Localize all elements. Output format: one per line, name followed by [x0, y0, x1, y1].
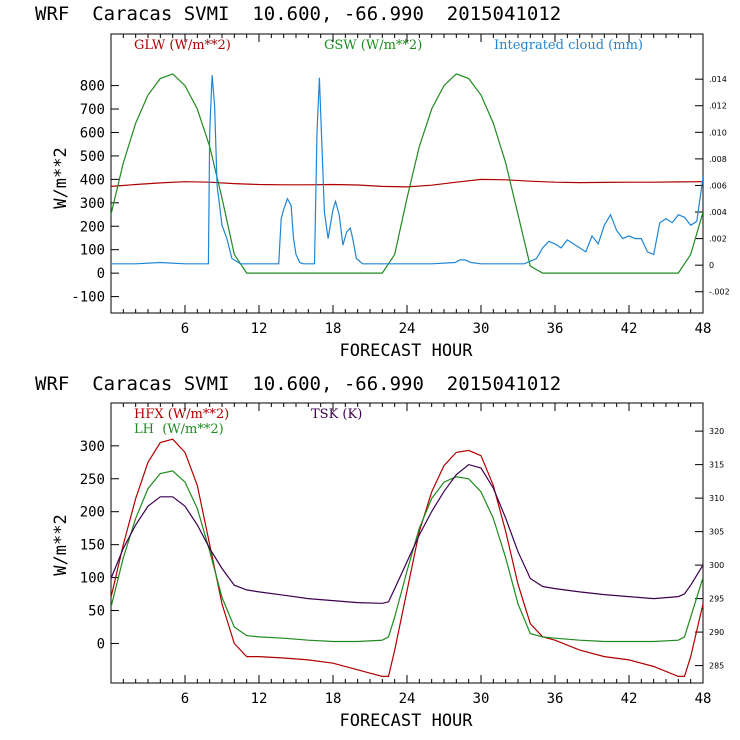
chart-2-x-axis-label: FORECAST HOUR: [339, 711, 473, 731]
x-tick-label: 36: [547, 321, 564, 337]
y-tick-label: 800: [80, 79, 105, 95]
series-line-2: [111, 75, 703, 265]
chart-2-legend-tsk: TSK (K): [311, 407, 362, 422]
chart-1-right-ticks: -.002 0 .002 .004 .006 .008 .010 .012 .014: [695, 75, 730, 297]
y-tick-label: 50: [88, 604, 105, 620]
series-line-0: [111, 438, 703, 678]
y-tick-label: 200: [80, 219, 105, 235]
x-tick-label: 24: [399, 691, 416, 707]
right-tick-label: .014: [709, 75, 727, 84]
x-tick-label: 36: [547, 691, 564, 707]
chart-1-legend-glw: GLW (W/m**2): [134, 38, 231, 53]
chart-2-x-ticks: 6 12 18 24 30 36 42 48: [110, 403, 712, 707]
chart-2-right-ticks: 285 290 295 300 305 310 315 320: [695, 427, 724, 671]
right-tick-label: 305: [709, 528, 724, 537]
y-tick-label: 300: [80, 196, 105, 212]
chart-2-legend-lh: LH (W/m**2): [134, 422, 224, 437]
x-tick-label: 42: [621, 321, 638, 337]
x-tick-label: 6: [181, 691, 189, 707]
x-tick-label: 30: [473, 691, 490, 707]
right-tick-label: .012: [709, 102, 727, 111]
y-tick-label: 100: [80, 243, 105, 259]
right-tick-label: 300: [709, 561, 724, 570]
right-tick-label: .004: [709, 208, 727, 217]
x-tick-label: 48: [695, 321, 712, 337]
y-tick-label: 700: [80, 102, 105, 118]
right-tick-label: .008: [709, 155, 727, 164]
chart-1-y-axis-label: W/m**2: [51, 147, 71, 208]
series-line-1: [111, 470, 703, 643]
right-tick-label: 320: [709, 427, 724, 436]
y-tick-label: 400: [80, 172, 105, 188]
series-line-1: [111, 73, 703, 274]
chart-1-title: WRF Caracas SVMI 10.600, -66.990 2015041…: [35, 3, 561, 25]
right-tick-label: .002: [709, 235, 727, 244]
x-tick-label: 48: [695, 691, 712, 707]
right-tick-label: -.002: [709, 288, 730, 297]
y-tick-label: 250: [80, 472, 105, 488]
chart-1: WRF Caracas SVMI 10.600, -66.990 2015041…: [35, 3, 730, 361]
right-tick-label: .006: [709, 181, 727, 190]
chart-1-plot-frame: [110, 33, 704, 314]
chart-2-y-ticks: 0 50 100 150 200 250 300: [80, 439, 119, 652]
y-tick-label: 150: [80, 538, 105, 554]
x-tick-label: 18: [325, 321, 342, 337]
chart-1-y-ticks: -100 0 100 200 300 400 500 600 700 800: [71, 79, 119, 306]
right-tick-label: 310: [709, 494, 724, 503]
y-tick-label: 200: [80, 505, 105, 521]
y-tick-label: 600: [80, 125, 105, 141]
y-tick-label: -100: [71, 290, 105, 306]
x-tick-label: 30: [473, 321, 490, 337]
chart-1-series: [111, 73, 703, 274]
x-tick-label: 6: [181, 321, 189, 337]
chart-2-series: [111, 438, 703, 678]
x-tick-label: 42: [621, 691, 638, 707]
right-tick-label: 315: [709, 461, 724, 470]
chart-1-x-axis-label: FORECAST HOUR: [339, 341, 473, 361]
chart-2: WRF Caracas SVMI 10.600, -66.990 2015041…: [35, 373, 724, 731]
chart-1-x-ticks: 6 12 18 24 30 36 42 48: [110, 34, 712, 337]
right-tick-label: 0: [709, 261, 714, 270]
x-tick-label: 12: [251, 321, 268, 337]
chart-2-legend-hfx: HFX (W/m**2): [134, 407, 229, 422]
right-tick-label: 285: [709, 662, 724, 671]
right-tick-label: 290: [709, 628, 724, 637]
y-tick-label: 300: [80, 439, 105, 455]
y-tick-label: 100: [80, 571, 105, 587]
series-line-0: [111, 178, 703, 188]
y-tick-label: 500: [80, 149, 105, 165]
x-tick-label: 18: [325, 691, 342, 707]
x-tick-label: 24: [399, 321, 416, 337]
chart-2-title: WRF Caracas SVMI 10.600, -66.990 2015041…: [35, 373, 561, 395]
series-line-2: [111, 463, 703, 604]
right-tick-label: 295: [709, 595, 724, 604]
x-tick-label: 12: [251, 691, 268, 707]
chart-2-y-axis-label: W/m**2: [51, 514, 71, 575]
right-tick-label: .010: [709, 128, 727, 137]
y-tick-label: 0: [97, 636, 105, 652]
chart-1-legend-cloud: Integrated cloud (mm): [494, 38, 643, 53]
chart-1-legend-gsw: GSW (W/m**2): [324, 38, 422, 53]
y-tick-label: 0: [97, 266, 105, 282]
